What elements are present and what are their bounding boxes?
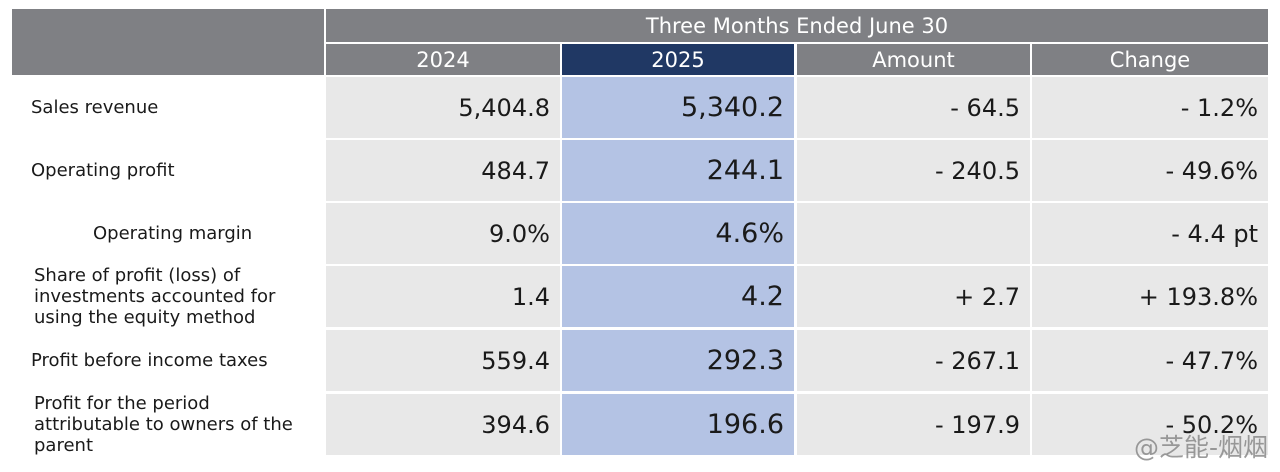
value-2024: 9.0% [326,203,560,264]
value-change: - 4.4 pt [1032,203,1268,264]
row-label: Share of profit (loss) of investments ac… [12,265,324,328]
col-header-2024: 2024 [326,44,560,75]
value-2025: 4.6% [562,203,794,264]
table-row: Share of profit (loss) of investments ac… [12,265,1268,328]
table-row: Profit before income taxes 559.4 292.3 -… [12,330,1268,391]
value-amount: - 240.5 [797,140,1030,201]
row-label: Operating margin [12,203,324,264]
period-header: Three Months Ended June 30 [326,9,1268,42]
value-2025: 196.6 [562,394,794,455]
col-header-change: Change [1032,44,1268,75]
value-2025: 292.3 [562,330,794,391]
value-change: - 50.2% [1032,394,1268,455]
table-row: Profit for the period attributable to ow… [12,393,1268,456]
value-amount: - 267.1 [797,330,1030,391]
row-label: Sales revenue [12,77,324,138]
col-header-2025: 2025 [562,44,794,75]
table-row: Operating profit 484.7 244.1 - 240.5 - 4… [12,140,1268,201]
watermark: @芝能-烟烟 [1133,433,1268,462]
header-corner [12,9,324,75]
value-2024: 5,404.8 [326,77,560,138]
value-amount: - 64.5 [797,77,1030,138]
row-label: Profit before income taxes [12,330,324,391]
value-2025: 4.2 [562,266,794,327]
value-amount [797,203,1030,264]
value-amount: + 2.7 [797,266,1030,327]
value-2024: 394.6 [326,394,560,455]
value-change: - 49.6% [1032,140,1268,201]
row-label: Profit for the period attributable to ow… [12,393,324,456]
value-amount: - 197.9 [797,394,1030,455]
value-2025: 244.1 [562,140,794,201]
value-2024: 1.4 [326,266,560,327]
value-2025: 5,340.2 [562,77,794,138]
value-change: + 193.8% [1032,266,1268,327]
col-header-amount: Amount [797,44,1030,75]
table-row: Operating margin 9.0% 4.6% - 4.4 pt [12,203,1268,264]
value-2024: 484.7 [326,140,560,201]
table-row: Sales revenue 5,404.8 5,340.2 - 64.5 - 1… [12,77,1268,138]
value-2024: 559.4 [326,330,560,391]
row-label: Operating profit [12,140,324,201]
value-change: - 1.2% [1032,77,1268,138]
value-change: - 47.7% [1032,330,1268,391]
